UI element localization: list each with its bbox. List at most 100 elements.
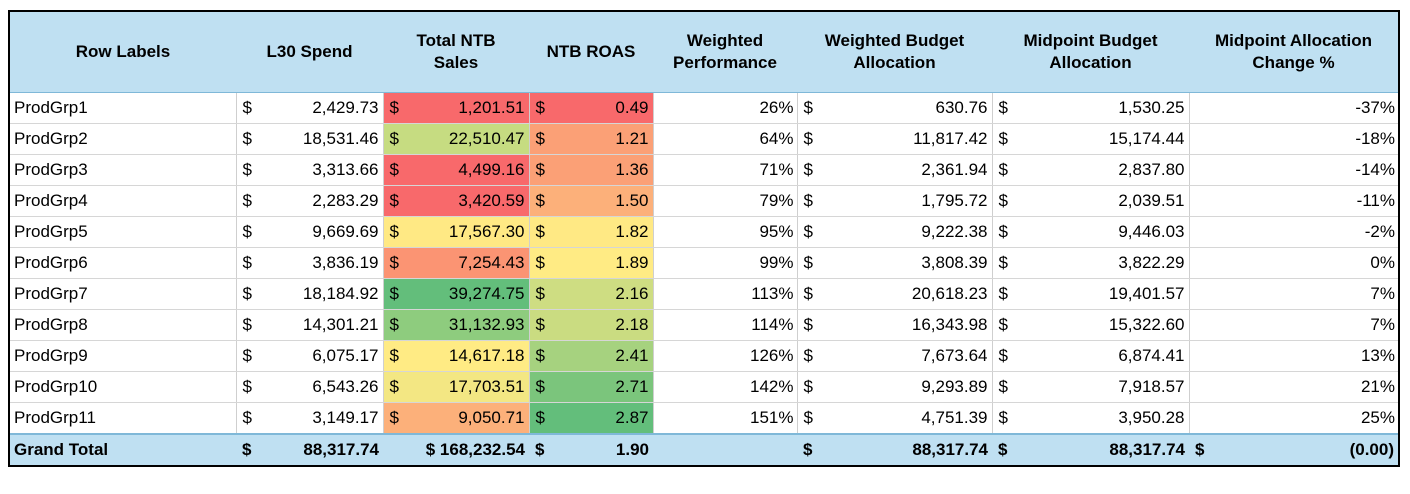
- row-label[interactable]: ProdGrp8: [8, 309, 237, 341]
- midpoint-change-cell[interactable]: -2%: [1189, 216, 1400, 248]
- table-row[interactable]: ProdGrp3 $3,313.66 $4,499.16 $1.36 71% $2,361…: [8, 154, 1400, 186]
- l30-spend-cell[interactable]: $3,149.17: [236, 402, 384, 435]
- header-midpoint-budget-allocation[interactable]: Midpoint Budget Allocation: [992, 10, 1189, 93]
- weighted-budget-cell[interactable]: $9,222.38: [797, 216, 993, 248]
- ntb-roas-cell[interactable]: $1.50: [529, 185, 654, 217]
- ntb-sales-cell[interactable]: $39,274.75: [383, 278, 530, 310]
- ntb-roas-cell[interactable]: $2.18: [529, 309, 654, 341]
- ntb-roas-cell[interactable]: $2.71: [529, 371, 654, 403]
- table-row[interactable]: ProdGrp1 $2,429.73 $1,201.51 $0.49 26% $630.7…: [8, 92, 1400, 124]
- weighted-budget-cell[interactable]: $16,343.98: [797, 309, 993, 341]
- l30-spend-cell[interactable]: $3,836.19: [236, 247, 384, 279]
- weighted-performance-cell[interactable]: 64%: [653, 123, 798, 155]
- header-weighted-performance[interactable]: Weighted Performance: [653, 10, 797, 93]
- midpoint-change-cell[interactable]: 7%: [1189, 278, 1400, 310]
- grand-total-row[interactable]: Grand Total $88,317.74 $ 168,232.54 $1.9…: [8, 433, 1400, 467]
- ntb-roas-cell[interactable]: $2.16: [529, 278, 654, 310]
- weighted-performance-cell[interactable]: 114%: [653, 309, 798, 341]
- ntb-roas-cell[interactable]: $1.21: [529, 123, 654, 155]
- midpoint-budget-cell[interactable]: $19,401.57: [992, 278, 1190, 310]
- table-row[interactable]: ProdGrp4 $2,283.29 $3,420.59 $1.50 79% $1,795…: [8, 185, 1400, 217]
- midpoint-budget-cell[interactable]: $6,874.41: [992, 340, 1190, 372]
- row-label[interactable]: ProdGrp9: [8, 340, 237, 372]
- ntb-sales-cell[interactable]: $9,050.71: [383, 402, 530, 435]
- midpoint-budget-cell[interactable]: $15,174.44: [992, 123, 1190, 155]
- row-label[interactable]: ProdGrp5: [8, 216, 237, 248]
- grand-total-roas-cell[interactable]: $1.90: [529, 433, 653, 467]
- grand-total-wba-cell[interactable]: $88,317.74: [797, 433, 992, 467]
- table-row[interactable]: ProdGrp7 $18,184.92 $39,274.75 $2.16 113% $20…: [8, 278, 1400, 310]
- l30-spend-cell[interactable]: $6,543.26: [236, 371, 384, 403]
- row-label[interactable]: ProdGrp3: [8, 154, 237, 186]
- header-l30-spend[interactable]: L30 Spend: [236, 10, 383, 93]
- midpoint-budget-cell[interactable]: $2,837.80: [992, 154, 1190, 186]
- ntb-roas-cell[interactable]: $1.89: [529, 247, 654, 279]
- l30-spend-cell[interactable]: $9,669.69: [236, 216, 384, 248]
- weighted-budget-cell[interactable]: $1,795.72: [797, 185, 993, 217]
- grand-total-mba-cell[interactable]: $88,317.74: [992, 433, 1189, 467]
- table-row[interactable]: ProdGrp10 $6,543.26 $17,703.51 $2.71 142% $9,…: [8, 371, 1400, 403]
- weighted-performance-cell[interactable]: 71%: [653, 154, 798, 186]
- weighted-budget-cell[interactable]: $7,673.64: [797, 340, 993, 372]
- table-row[interactable]: ProdGrp5 $9,669.69 $17,567.30 $1.82 95% $9,22…: [8, 216, 1400, 248]
- header-row-labels[interactable]: Row Labels: [8, 10, 236, 93]
- midpoint-change-cell[interactable]: -14%: [1189, 154, 1400, 186]
- weighted-budget-cell[interactable]: $3,808.39: [797, 247, 993, 279]
- header-ntb-roas[interactable]: NTB ROAS: [529, 10, 653, 93]
- ntb-roas-cell[interactable]: $1.82: [529, 216, 654, 248]
- weighted-performance-cell[interactable]: 99%: [653, 247, 798, 279]
- midpoint-change-cell[interactable]: 21%: [1189, 371, 1400, 403]
- midpoint-change-cell[interactable]: 7%: [1189, 309, 1400, 341]
- row-label[interactable]: ProdGrp1: [8, 92, 237, 124]
- ntb-sales-cell[interactable]: $31,132.93: [383, 309, 530, 341]
- grand-total-change-cell[interactable]: $ (0.00): [1189, 433, 1400, 467]
- row-label[interactable]: ProdGrp4: [8, 185, 237, 217]
- weighted-performance-cell[interactable]: 113%: [653, 278, 798, 310]
- midpoint-budget-cell[interactable]: $15,322.60: [992, 309, 1190, 341]
- ntb-sales-cell[interactable]: $1,201.51: [383, 92, 530, 124]
- grand-total-sales-cell[interactable]: $ 168,232.54: [383, 433, 529, 467]
- ntb-sales-cell[interactable]: $17,567.30: [383, 216, 530, 248]
- ntb-sales-cell[interactable]: $17,703.51: [383, 371, 530, 403]
- l30-spend-cell[interactable]: $2,283.29: [236, 185, 384, 217]
- ntb-sales-cell[interactable]: $3,420.59: [383, 185, 530, 217]
- header-weighted-budget-allocation[interactable]: Weighted Budget Allocation: [797, 10, 992, 93]
- weighted-performance-cell[interactable]: 79%: [653, 185, 798, 217]
- weighted-budget-cell[interactable]: $630.76: [797, 92, 993, 124]
- midpoint-budget-cell[interactable]: $3,822.29: [992, 247, 1190, 279]
- l30-spend-cell[interactable]: $6,075.17: [236, 340, 384, 372]
- l30-spend-cell[interactable]: $18,184.92: [236, 278, 384, 310]
- grand-total-label[interactable]: Grand Total: [8, 433, 236, 467]
- weighted-performance-cell[interactable]: 142%: [653, 371, 798, 403]
- midpoint-change-cell[interactable]: 13%: [1189, 340, 1400, 372]
- weighted-budget-cell[interactable]: $9,293.89: [797, 371, 993, 403]
- midpoint-change-cell[interactable]: -18%: [1189, 123, 1400, 155]
- l30-spend-cell[interactable]: $14,301.21: [236, 309, 384, 341]
- row-label[interactable]: ProdGrp2: [8, 123, 237, 155]
- ntb-roas-cell[interactable]: $0.49: [529, 92, 654, 124]
- row-label[interactable]: ProdGrp6: [8, 247, 237, 279]
- weighted-performance-cell[interactable]: 126%: [653, 340, 798, 372]
- midpoint-budget-cell[interactable]: $9,446.03: [992, 216, 1190, 248]
- table-row[interactable]: ProdGrp8 $14,301.21 $31,132.93 $2.18 114% $16…: [8, 309, 1400, 341]
- weighted-budget-cell[interactable]: $4,751.39: [797, 402, 993, 435]
- row-label[interactable]: ProdGrp10: [8, 371, 237, 403]
- midpoint-change-cell[interactable]: 0%: [1189, 247, 1400, 279]
- ntb-roas-cell[interactable]: $2.41: [529, 340, 654, 372]
- weighted-performance-cell[interactable]: 26%: [653, 92, 798, 124]
- ntb-sales-cell[interactable]: $22,510.47: [383, 123, 530, 155]
- ntb-sales-cell[interactable]: $7,254.43: [383, 247, 530, 279]
- midpoint-change-cell[interactable]: -37%: [1189, 92, 1400, 124]
- midpoint-budget-cell[interactable]: $7,918.57: [992, 371, 1190, 403]
- l30-spend-cell[interactable]: $3,313.66: [236, 154, 384, 186]
- ntb-roas-cell[interactable]: $1.36: [529, 154, 654, 186]
- grand-total-spend-cell[interactable]: $88,317.74: [236, 433, 383, 467]
- midpoint-budget-cell[interactable]: $3,950.28: [992, 402, 1190, 435]
- row-label[interactable]: ProdGrp11: [8, 402, 237, 435]
- weighted-budget-cell[interactable]: $2,361.94: [797, 154, 993, 186]
- header-midpoint-allocation-change[interactable]: Midpoint Allocation Change %: [1189, 10, 1400, 93]
- ntb-sales-cell[interactable]: $4,499.16: [383, 154, 530, 186]
- table-row[interactable]: ProdGrp6 $3,836.19 $7,254.43 $1.89 99% $3,808…: [8, 247, 1400, 279]
- ntb-roas-cell[interactable]: $2.87: [529, 402, 654, 435]
- l30-spend-cell[interactable]: $18,531.46: [236, 123, 384, 155]
